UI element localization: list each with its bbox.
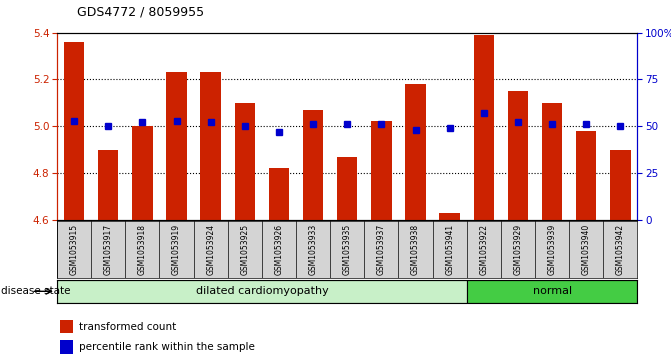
Bar xyxy=(57,280,467,303)
Bar xyxy=(337,156,358,220)
Text: GSM1053929: GSM1053929 xyxy=(513,224,523,275)
Bar xyxy=(467,280,637,303)
Bar xyxy=(64,42,85,220)
Text: GSM1053933: GSM1053933 xyxy=(309,224,317,275)
Bar xyxy=(166,72,187,220)
Text: normal: normal xyxy=(533,286,572,296)
Text: dilated cardiomyopathy: dilated cardiomyopathy xyxy=(195,286,328,296)
Text: GSM1053926: GSM1053926 xyxy=(274,224,283,275)
Bar xyxy=(268,168,289,220)
Text: GSM1053938: GSM1053938 xyxy=(411,224,420,275)
Text: GSM1053922: GSM1053922 xyxy=(479,224,488,275)
Bar xyxy=(201,72,221,220)
Bar xyxy=(60,320,73,333)
Text: GSM1053937: GSM1053937 xyxy=(377,224,386,275)
Text: GSM1053917: GSM1053917 xyxy=(104,224,113,275)
Text: GSM1053940: GSM1053940 xyxy=(582,224,590,275)
Text: GSM1053941: GSM1053941 xyxy=(445,224,454,275)
Bar xyxy=(474,35,494,220)
Text: percentile rank within the sample: percentile rank within the sample xyxy=(79,342,255,352)
Text: GSM1053919: GSM1053919 xyxy=(172,224,181,275)
Bar xyxy=(405,84,426,220)
Text: GSM1053935: GSM1053935 xyxy=(343,224,352,275)
Bar xyxy=(132,126,152,220)
Text: GSM1053925: GSM1053925 xyxy=(240,224,250,275)
Text: GDS4772 / 8059955: GDS4772 / 8059955 xyxy=(77,5,204,18)
Bar xyxy=(235,103,255,220)
Text: disease state: disease state xyxy=(1,286,70,296)
Bar xyxy=(303,110,323,220)
Bar xyxy=(508,91,528,220)
Bar xyxy=(576,131,597,220)
Text: GSM1053942: GSM1053942 xyxy=(616,224,625,275)
Bar xyxy=(610,150,631,220)
Text: transformed count: transformed count xyxy=(79,322,176,332)
Text: GSM1053939: GSM1053939 xyxy=(548,224,557,275)
Text: GSM1053915: GSM1053915 xyxy=(70,224,79,275)
Bar xyxy=(60,340,73,354)
Bar xyxy=(440,213,460,220)
Text: GSM1053918: GSM1053918 xyxy=(138,224,147,275)
Bar xyxy=(371,122,392,220)
Text: GSM1053924: GSM1053924 xyxy=(206,224,215,275)
Bar xyxy=(98,150,119,220)
Bar xyxy=(542,103,562,220)
